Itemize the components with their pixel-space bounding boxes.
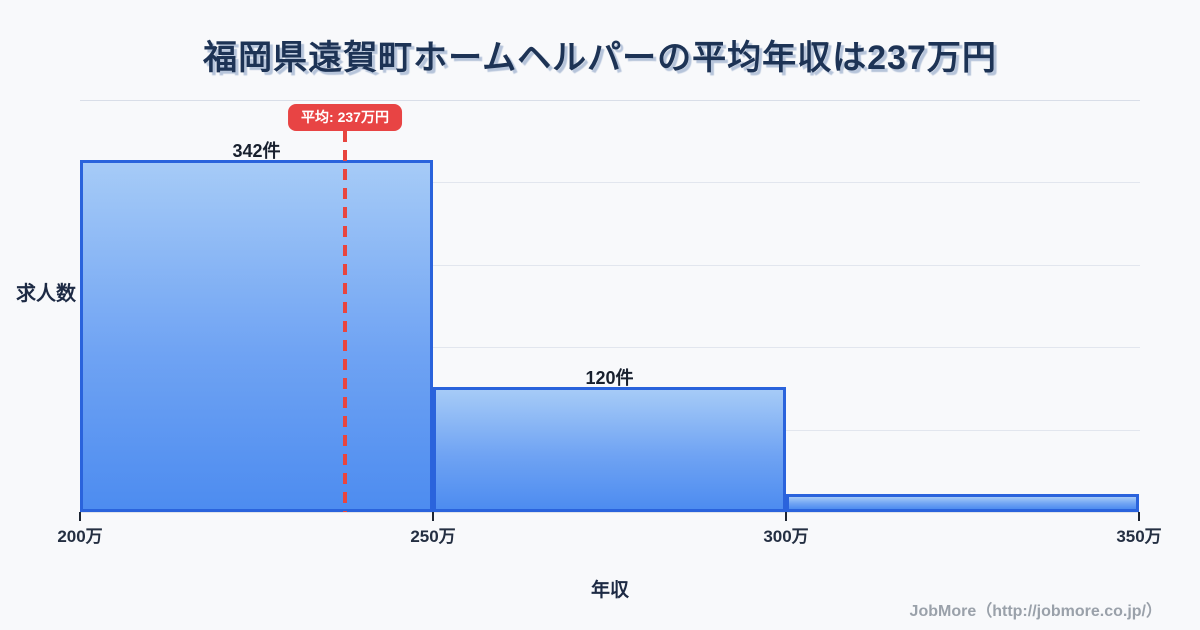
histogram-bar-200-250	[80, 160, 433, 512]
bar-count-label: 342件	[232, 141, 281, 161]
site-credit: JobMore（http://jobmore.co.jp/）	[909, 603, 1162, 620]
chart-title: 福岡県遠賀町ホームヘルパーの平均年収は237万円	[203, 39, 997, 77]
gridline	[80, 182, 1140, 183]
x-axis-tick	[1138, 512, 1140, 521]
x-tick-label-250: 250万	[410, 527, 456, 546]
x-axis-tick	[432, 512, 434, 521]
x-axis-line	[80, 512, 1140, 513]
x-axis-tick	[785, 512, 787, 521]
x-axis-tick	[79, 512, 81, 521]
gridline	[80, 347, 1140, 348]
average-badge: 平均: 237万円	[288, 104, 402, 131]
bar-count-label	[786, 471, 1139, 491]
histogram-bar-300-350	[786, 494, 1139, 512]
y-axis-title: 求人数	[16, 283, 76, 305]
bar-count-label: 120件	[585, 368, 634, 388]
gridline	[80, 100, 1140, 101]
histogram-bar-250-300	[433, 387, 786, 512]
average-dashed-line	[343, 131, 347, 512]
x-tick-label-350: 350万	[1116, 527, 1162, 546]
gridline	[80, 265, 1140, 266]
x-tick-label-300: 300万	[763, 527, 809, 546]
x-axis-title: 年収	[590, 580, 629, 601]
x-tick-label-200: 200万	[57, 527, 103, 546]
